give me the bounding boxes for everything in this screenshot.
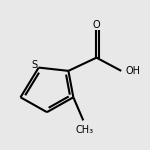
Text: O: O (93, 20, 100, 30)
Text: OH: OH (125, 66, 140, 76)
Text: S: S (32, 60, 38, 70)
Text: CH₃: CH₃ (76, 124, 94, 135)
